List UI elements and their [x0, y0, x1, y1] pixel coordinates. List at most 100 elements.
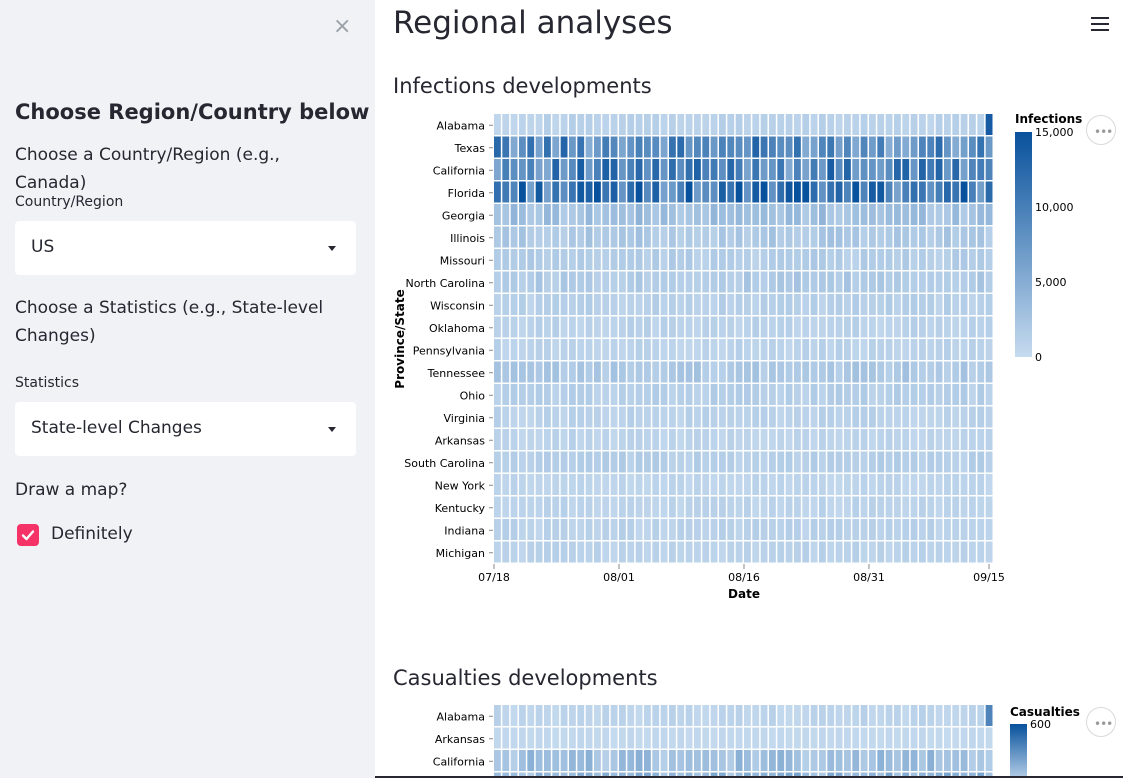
heatmap-cell	[977, 339, 985, 360]
heatmap-cell	[935, 204, 943, 225]
heatmap-cell	[910, 159, 918, 180]
heatmap-cell	[619, 249, 626, 270]
heatmap-cell	[594, 474, 601, 495]
heatmap-cell	[935, 406, 943, 428]
heatmap-cell	[519, 249, 526, 270]
heatmap-cell	[735, 271, 743, 293]
heatmap-cell	[644, 750, 651, 771]
heatmap-cell	[669, 316, 676, 338]
heatmap-cell	[794, 406, 801, 428]
heatmap-cell	[960, 496, 968, 518]
heatmap-cell	[710, 406, 718, 428]
heatmap-cell	[677, 727, 685, 749]
heatmap-cell	[844, 451, 851, 473]
heatmap-cell	[577, 519, 585, 540]
heatmap-cell	[969, 474, 976, 495]
heatmap-cell	[510, 474, 518, 495]
heatmap-cell	[752, 384, 760, 405]
heatmap-cell	[535, 181, 543, 203]
stats-select[interactable]: State-level Changes	[15, 402, 356, 456]
heatmap-cell	[735, 727, 743, 749]
heatmap-cell	[710, 181, 718, 203]
heatmap-cell	[644, 519, 651, 540]
row-labels: AlabamaTexasCaliforniaFloridaGeorgiaIlli…	[404, 119, 493, 560]
heatmap-cell	[835, 226, 843, 248]
hamburger-icon[interactable]	[1091, 17, 1109, 31]
heatmap-cell	[694, 136, 701, 158]
heatmap-cell	[910, 114, 918, 135]
heatmap-cell	[794, 294, 801, 315]
heatmap-cell	[710, 429, 718, 450]
heatmap-cell	[802, 181, 810, 203]
heatmap-cell	[760, 474, 768, 495]
heatmap-cell	[777, 361, 785, 383]
heatmap-cell	[619, 339, 626, 360]
heatmap-cell	[552, 316, 560, 338]
heatmap-cell	[602, 181, 610, 203]
heatmap-cell	[494, 204, 501, 225]
map-checkbox[interactable]	[17, 524, 39, 546]
heatmap-cell	[977, 294, 985, 315]
heatmap-cell	[552, 136, 560, 158]
heatmap-cell	[619, 384, 626, 405]
heatmap-cell	[860, 294, 868, 315]
heatmap-cell	[735, 226, 743, 248]
heatmap-cell	[969, 429, 976, 450]
heatmap-cell	[635, 361, 643, 383]
heatmap-cell	[919, 294, 926, 315]
chart-menu-button[interactable]: •••	[1086, 115, 1116, 145]
heatmap-cell	[577, 294, 585, 315]
heatmap-cell	[669, 294, 676, 315]
heatmap-cell	[719, 136, 726, 158]
heatmap-cell	[944, 474, 951, 495]
heatmap-cell	[569, 204, 576, 225]
heatmap-cell	[902, 181, 910, 203]
heatmap-cell	[560, 249, 568, 270]
heatmap-cell	[835, 159, 843, 180]
close-sidebar-icon[interactable]: ×	[333, 14, 352, 39]
heatmap-cell	[752, 271, 760, 293]
heatmap-cell	[785, 114, 793, 135]
heatmap-cell	[544, 406, 551, 428]
heatmap-cell	[652, 159, 660, 180]
heatmap-cell	[969, 384, 976, 405]
heatmap-cell	[960, 226, 968, 248]
heatmap-cell	[660, 204, 668, 225]
heatmap-cell	[977, 271, 985, 293]
heatmap-cell	[719, 451, 726, 473]
heatmap-cell	[944, 204, 951, 225]
heatmap-cell	[669, 384, 676, 405]
heatmap-cell	[602, 159, 610, 180]
chart-menu-button[interactable]: •••	[1086, 707, 1116, 737]
country-select[interactable]: US	[15, 221, 356, 275]
heatmap-cell	[735, 750, 743, 771]
heatmap-cell	[669, 249, 676, 270]
heatmap-cell	[569, 136, 576, 158]
heatmap-cell	[860, 429, 868, 450]
heatmap-cell	[610, 406, 618, 428]
heatmap-cell	[719, 316, 726, 338]
heatmap-cell	[910, 384, 918, 405]
heatmap-cell	[644, 496, 651, 518]
heatmap-cell	[735, 136, 743, 158]
heatmap-cell	[919, 339, 926, 360]
heatmap-cell	[644, 451, 651, 473]
heatmap-cell	[902, 772, 910, 778]
heatmap-cell	[510, 750, 518, 771]
heatmap-cell	[785, 226, 793, 248]
heatmap-cell	[585, 406, 593, 428]
heatmap-cell	[627, 451, 635, 473]
heatmap-cell	[919, 316, 926, 338]
heatmap-cell	[577, 772, 585, 778]
heatmap-cell	[735, 249, 743, 270]
heatmap-cell	[869, 271, 876, 293]
heatmap-cell	[727, 361, 735, 383]
heatmap-cell	[544, 384, 551, 405]
heatmap-cell	[569, 114, 576, 135]
heatmap-cell	[719, 181, 726, 203]
heatmap-cell	[527, 204, 535, 225]
heatmap-cell	[960, 339, 968, 360]
heatmap-cell	[669, 136, 676, 158]
heatmap-cell	[710, 226, 718, 248]
heatmap-cell	[502, 384, 510, 405]
